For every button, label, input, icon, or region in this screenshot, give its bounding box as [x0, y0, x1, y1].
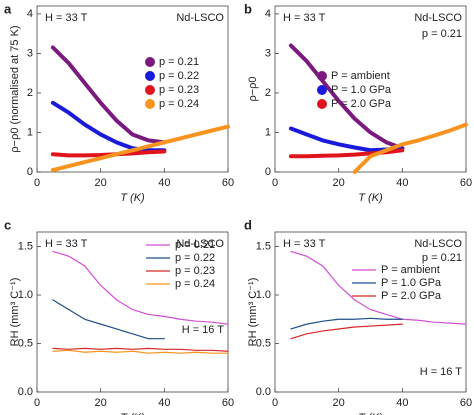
legend-label: p = 0.21	[159, 56, 199, 68]
legend-label: P = ambient	[381, 264, 440, 276]
y-tick-label: 0	[265, 166, 271, 178]
plot-frame	[274, 231, 467, 393]
annotation: H = 16 T	[420, 366, 463, 378]
x-tick-label: 0	[272, 397, 278, 409]
x-axis-label: T (K)	[358, 412, 383, 415]
series-line	[288, 126, 405, 153]
legend-label: P = 1.0 GPa	[381, 277, 442, 289]
series-line	[52, 349, 229, 354]
x-tick-label: 0	[34, 397, 40, 409]
legend-label: p = 0.24	[175, 278, 215, 290]
annotation: Nd-LSCO	[176, 12, 224, 24]
series-line	[52, 250, 229, 325]
annotation: H = 33 T	[45, 238, 88, 250]
x-tick-label: 60	[460, 397, 472, 409]
legend-marker	[145, 71, 155, 81]
plot-frame	[36, 5, 229, 173]
series-line	[290, 250, 467, 325]
y-tick-label: 3	[27, 47, 33, 59]
x-tick-label: 40	[158, 397, 170, 409]
y-tick-label: 0.5	[256, 337, 271, 349]
annotation: H = 33 T	[45, 12, 88, 24]
panel-label: a	[4, 1, 12, 16]
panel-label: c	[4, 217, 11, 232]
y-tick-label: 1	[27, 126, 33, 138]
x-tick-label: 20	[95, 177, 107, 189]
x-axis-label: T (K)	[120, 412, 145, 415]
y-tick-label: 1.0	[18, 289, 33, 301]
y-tick-label: 0.5	[18, 337, 33, 349]
legend-label: P = ambient	[331, 70, 390, 82]
x-tick-label: 60	[460, 177, 472, 189]
x-tick-label: 20	[333, 397, 345, 409]
y-tick-label: 1.5	[256, 240, 271, 252]
legend-label: P = 2.0 GPa	[381, 290, 442, 302]
annotation: p = 0.21	[422, 252, 462, 264]
legend-marker	[145, 85, 155, 95]
series-line	[352, 122, 468, 174]
y-axis-label: ρ−ρ0 (normalised at 75 K)	[9, 25, 21, 152]
y-tick-label: 0.0	[18, 386, 33, 398]
legend-label: p = 0.22	[159, 70, 199, 82]
x-tick-label: 40	[396, 397, 408, 409]
legend-label: p = 0.23	[175, 265, 215, 277]
x-tick-label: 20	[333, 177, 345, 189]
x-axis-label: T (K)	[358, 192, 383, 204]
x-tick-label: 40	[396, 177, 408, 189]
x-tick-label: 0	[272, 177, 278, 189]
x-tick-label: 60	[222, 397, 234, 409]
series-line	[50, 124, 230, 173]
x-tick-label: 20	[95, 397, 107, 409]
annotation: H = 33 T	[283, 238, 326, 250]
legend-label: p = 0.21	[175, 239, 215, 251]
annotation: p = 0.21	[422, 28, 462, 40]
y-tick-label: 3	[265, 47, 271, 59]
y-tick-label: 1.0	[256, 289, 271, 301]
x-tick-label: 60	[222, 177, 234, 189]
panel-label: d	[244, 217, 252, 232]
legend-marker	[317, 99, 327, 109]
y-tick-label: 0	[27, 166, 33, 178]
y-axis-label: RH (mm³ C⁻¹)	[247, 278, 259, 347]
y-tick-label: 1	[265, 126, 271, 138]
legend-label: p = 0.24	[159, 98, 199, 110]
series-line	[50, 100, 167, 153]
legend-marker	[145, 57, 155, 67]
plot-frame	[36, 231, 229, 393]
x-axis-label: T (K)	[120, 192, 145, 204]
legend-label: p = 0.23	[159, 84, 199, 96]
legend-label: P = 2.0 GPa	[331, 98, 392, 110]
legend-marker	[145, 99, 155, 109]
y-axis-label: ρ−ρ0	[247, 76, 259, 101]
annotation: Nd-LSCO	[176, 238, 224, 250]
series-line	[52, 299, 165, 340]
annotation: Nd-LSCO	[414, 238, 462, 250]
plot-frame	[274, 5, 467, 173]
legend-marker	[317, 71, 327, 81]
legend-label: p = 0.22	[175, 252, 215, 264]
series-line	[290, 317, 403, 330]
annotation: H = 16 T	[182, 324, 225, 336]
y-tick-label: 0.0	[256, 386, 271, 398]
y-tick-label: 1.5	[18, 240, 33, 252]
y-axis-label: RH (mm³ C⁻¹)	[9, 278, 21, 347]
y-tick-label: 2	[265, 87, 271, 99]
x-tick-label: 40	[158, 177, 170, 189]
series-line	[290, 323, 403, 340]
series-line	[50, 45, 167, 145]
annotation: H = 33 T	[283, 12, 326, 24]
legend-marker	[317, 85, 327, 95]
annotation: Nd-LSCO	[414, 12, 462, 24]
panel-label: b	[244, 1, 252, 16]
y-tick-label: 2	[27, 87, 33, 99]
legend-label: P = 1.0 GPa	[331, 84, 392, 96]
y-tick-label: 4	[27, 8, 33, 20]
series-line	[288, 43, 405, 151]
y-tick-label: 4	[265, 8, 271, 20]
x-tick-label: 0	[34, 177, 40, 189]
series-line	[52, 347, 229, 352]
